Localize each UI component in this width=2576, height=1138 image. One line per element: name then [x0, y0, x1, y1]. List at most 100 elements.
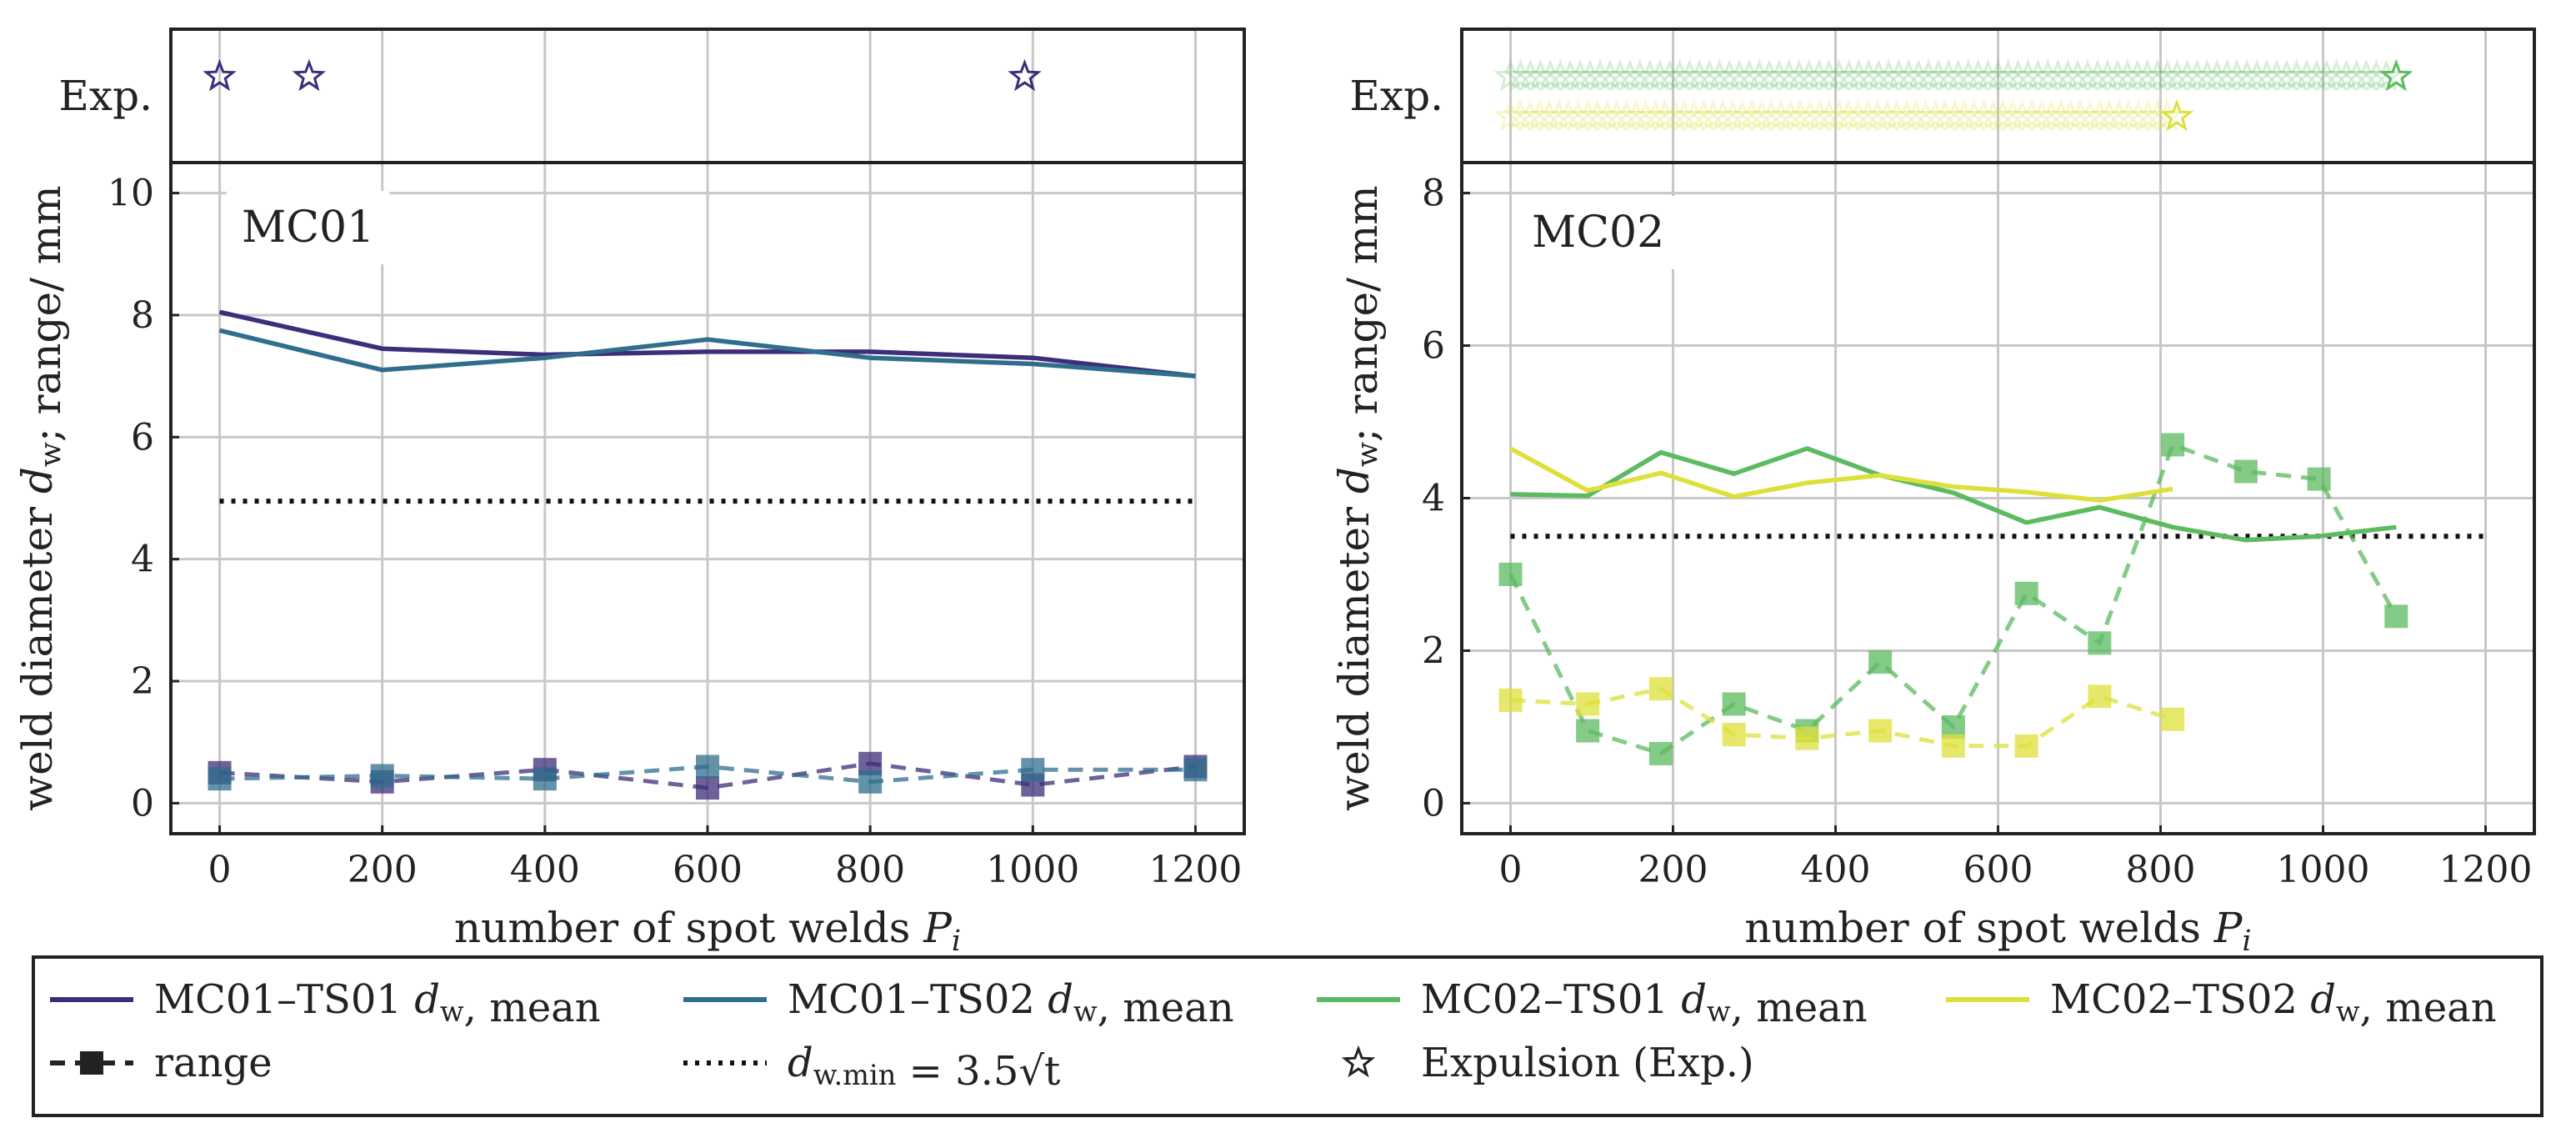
expulsion-star — [2110, 58, 2145, 92]
expulsion-star — [1931, 58, 1966, 92]
legend-box — [32, 955, 2543, 1117]
math-P: P — [2213, 904, 2243, 952]
expulsion-star — [1898, 98, 1933, 132]
expulsion-star — [1793, 98, 1827, 132]
expulsion-star — [1742, 58, 1777, 92]
x-tick-label: 600 — [673, 849, 743, 891]
expulsion-star — [2090, 58, 2125, 92]
expulsion-star — [1599, 98, 1634, 132]
expulsion-star — [1783, 98, 1818, 132]
expulsion-star — [1752, 58, 1787, 92]
expulsion-star — [2309, 58, 2343, 92]
y-tick-label: 8 — [1422, 173, 1445, 215]
legend-label: Expulsion (Exp.) — [1421, 1040, 1754, 1086]
expulsion-star — [1763, 98, 1798, 132]
expulsion-star — [1754, 98, 1788, 132]
legend-label: range — [154, 1040, 273, 1086]
math-P: P — [923, 904, 953, 952]
expulsion-star — [1623, 58, 1657, 92]
x-tick-label: 1200 — [2439, 849, 2533, 891]
y-tick-label: 8 — [131, 294, 154, 337]
expulsion-star — [1532, 98, 1567, 132]
expulsion-star — [2379, 58, 2413, 92]
x-tick-label: 600 — [1963, 849, 2033, 891]
text-part: weld diameter — [1330, 494, 1378, 811]
expulsion-star — [1513, 98, 1547, 132]
math-d: d — [1048, 976, 1073, 1023]
text-part: , mean — [1731, 985, 1868, 1031]
expulsion-star — [1609, 98, 1643, 132]
legend-item-mc01_ts01: MC01–TS01 dw, mean — [50, 976, 601, 1031]
expulsion-star — [2131, 98, 2165, 132]
mean-line-MC01–TS02 — [218, 328, 1196, 378]
y-axis-label: weld diameter dw; range/ mm — [13, 185, 70, 810]
panel-label: MC02 — [1532, 208, 1664, 258]
expulsion-star — [1981, 58, 2015, 92]
expulsion-star — [2210, 58, 2244, 92]
expulsion-star — [1976, 98, 2011, 132]
expulsion-star — [2160, 58, 2194, 92]
expulsion-star — [1860, 98, 1895, 132]
expulsion-star — [2159, 98, 2194, 132]
expulsion-star — [1841, 98, 1875, 132]
expulsion-star — [2024, 98, 2059, 132]
expulsion-star — [1677, 98, 1711, 132]
math-d: d — [414, 976, 440, 1023]
math-sub: w — [2336, 995, 2360, 1028]
expulsion-star — [2279, 58, 2314, 92]
expulsion-star — [2121, 98, 2155, 132]
expulsion-star — [1957, 98, 1991, 132]
expulsion-star — [1852, 58, 1886, 92]
expulsion-star — [2102, 98, 2136, 132]
expulsion-star — [1618, 98, 1653, 132]
text-part: number of spot welds — [454, 904, 923, 952]
x-tick-label: 1200 — [1148, 849, 1242, 891]
range-point — [1498, 688, 1523, 712]
text-part: range — [154, 1040, 273, 1086]
expulsion-star — [1667, 98, 1702, 132]
expulsion-star — [1523, 98, 1557, 132]
legend-label: MC01–TS02 dw, mean — [788, 976, 1234, 1031]
plot-frame — [1460, 161, 2536, 835]
x-tick-label: 1000 — [986, 849, 1079, 891]
expulsion-star — [2269, 58, 2304, 92]
expulsion-star — [1643, 58, 1677, 92]
chart-panel-mc01: 0 200 400 600 800 1000 1200 0 2 4 6 8 10 MC01 Exp. numb… — [13, 28, 1246, 958]
chart-panel-mc02: 0 200 400 600 800 1000 1200 0 2 4 6 8 MC02 Exp. number… — [1330, 28, 2536, 958]
expulsion-star — [1593, 58, 1628, 92]
expulsion-star — [2014, 98, 2049, 132]
expulsion-star — [1862, 58, 1896, 92]
legend-item-mc02_ts02: MC02–TS02 dw, mean — [1946, 976, 2497, 1031]
mean-line-MC02–TS02 — [1509, 446, 2173, 503]
math-sub: w — [1707, 995, 1731, 1028]
expulsion-star — [1706, 98, 1740, 132]
expulsion-star — [1822, 98, 1856, 132]
y-axis-label: weld diameter dw; range/ mm — [1330, 185, 1387, 810]
expulsion-star — [1712, 58, 1747, 92]
math-sub: w — [440, 995, 464, 1028]
expulsion-star — [1908, 98, 1943, 132]
range-point — [2088, 684, 2112, 709]
plot-frame — [169, 161, 1246, 835]
exp-label: Exp. — [58, 72, 153, 120]
expulsion-star — [1870, 98, 1904, 132]
expulsion-star — [1687, 98, 1721, 132]
legend-label: MC02–TS01 dw, mean — [1421, 976, 1868, 1031]
range-point — [696, 754, 719, 779]
range-point — [2233, 459, 2258, 484]
expulsion-star — [2021, 58, 2055, 92]
expulsion-star — [1971, 58, 2005, 92]
text-part: ; range/ mm — [22, 185, 70, 442]
expulsion-star — [1891, 58, 1926, 92]
x-tick-label: 1000 — [2277, 849, 2370, 891]
expulsion-star — [1941, 58, 1976, 92]
legend-label: MC01–TS01 dw, mean — [154, 976, 601, 1031]
expulsion-star — [1951, 58, 1986, 92]
expulsion-star — [2034, 98, 2068, 132]
expulsion-star — [1580, 98, 1615, 132]
math-d: d — [13, 467, 62, 494]
text-part: MC01–TS02 — [788, 976, 1048, 1023]
expulsion-star — [2369, 58, 2403, 92]
legend-label: MC02–TS02 dw, mean — [2050, 976, 2497, 1031]
range-point — [1648, 677, 1673, 701]
